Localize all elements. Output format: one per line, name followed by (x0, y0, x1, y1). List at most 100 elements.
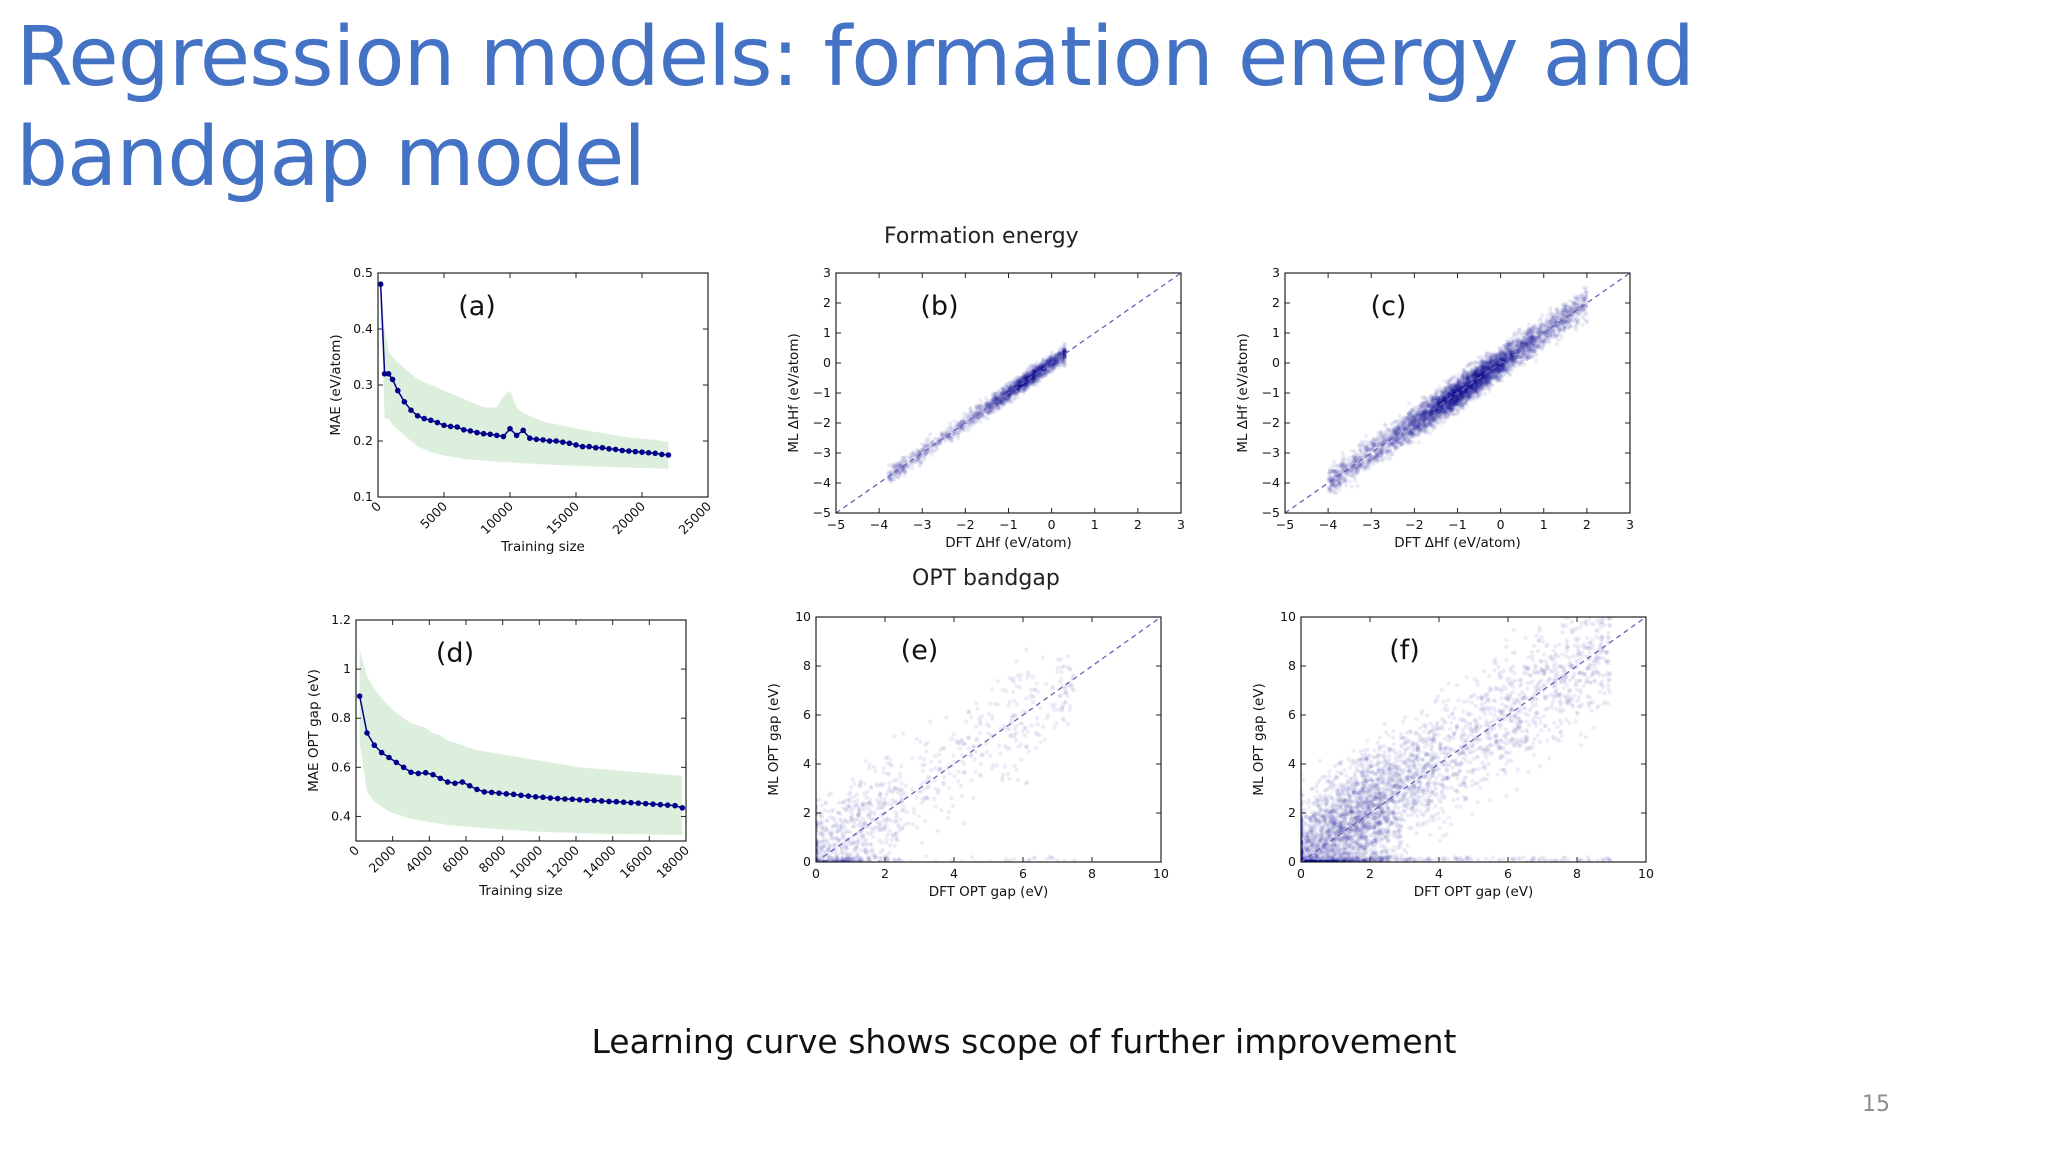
scatter-point (1417, 416, 1423, 422)
scatter-point (1479, 357, 1484, 363)
scatter-point (1375, 436, 1380, 441)
scatter-point (1024, 381, 1030, 386)
scatter-point (1432, 413, 1437, 419)
scatter-point (1033, 367, 1039, 373)
scatter-point (1485, 379, 1490, 384)
scatter-point (1346, 467, 1351, 472)
scatter-point (1440, 399, 1445, 405)
scatter-point (1504, 348, 1510, 353)
scatter-point (986, 401, 991, 406)
scatter-point (1021, 380, 1026, 386)
scatter-point (1528, 353, 1533, 359)
scatter-point (965, 415, 971, 420)
scatter-point (1529, 327, 1534, 332)
scatter-point (1491, 369, 1497, 374)
scatter-point (1531, 335, 1536, 340)
scatter-point (1462, 400, 1467, 405)
scatter-point (1048, 361, 1053, 367)
scatter-point (1465, 379, 1470, 384)
scatter-point (1467, 378, 1472, 383)
scatter-point (1437, 397, 1443, 403)
scatter-point (1455, 395, 1461, 401)
scatter-point (1531, 326, 1536, 332)
scatter-point (962, 420, 967, 425)
scatter-point (1510, 353, 1515, 359)
scatter-point (1428, 408, 1434, 413)
scatter-point (1414, 414, 1419, 419)
scatter-point (1025, 377, 1030, 383)
scatter-point (1459, 401, 1465, 406)
scatter-point (1485, 381, 1490, 387)
scatter-point (1482, 364, 1487, 370)
scatter-point (1386, 436, 1391, 441)
scatter-point (1018, 380, 1023, 386)
scatter-point (1412, 413, 1418, 418)
scatter-point (1581, 296, 1587, 302)
scatter-point (1478, 375, 1483, 381)
scatter-point (1510, 354, 1516, 359)
scatter-point (1059, 356, 1065, 361)
scatter-point (984, 403, 990, 409)
scatter-point (1421, 420, 1426, 425)
scatter-point (1478, 388, 1483, 393)
scatter-point (886, 476, 892, 481)
scatter-point (900, 466, 905, 471)
scatter-point (1391, 440, 1396, 445)
scatter-point (1502, 367, 1507, 372)
scatter-point (974, 416, 980, 421)
scatter-point (1376, 450, 1382, 456)
scatter-point (1471, 395, 1476, 400)
scatter-point (1558, 322, 1563, 328)
scatter-point (1035, 360, 1040, 366)
scatter-point (1450, 388, 1455, 394)
scatter-point (1472, 379, 1477, 385)
scatter-point (1438, 409, 1444, 414)
scatter-point (1020, 382, 1025, 388)
scatter-point (1436, 400, 1441, 406)
scatter-point (1477, 373, 1483, 378)
scatter-point (1019, 382, 1024, 388)
scatter-point (1408, 430, 1414, 436)
scatter-point (1344, 462, 1349, 468)
scatter-point (1027, 380, 1032, 385)
scatter-point (1460, 394, 1465, 400)
scatter-point (1356, 466, 1361, 471)
scatter-point (1514, 355, 1519, 360)
scatter-point (1447, 404, 1453, 410)
scatter-point (1017, 378, 1022, 384)
scatter-point (1049, 353, 1055, 358)
scatter-point (1453, 391, 1459, 396)
scatter-point (1419, 421, 1424, 426)
scatter-point (1357, 457, 1362, 462)
scatter-point (1553, 312, 1559, 318)
scatter-point (1472, 386, 1477, 391)
scatter-point (1033, 369, 1038, 374)
scatter-point (1457, 398, 1463, 403)
scatter-point (1039, 366, 1044, 372)
scatter-point (1425, 411, 1430, 416)
scatter-point (1563, 305, 1568, 310)
scatter-point (1457, 378, 1462, 383)
scatter-point (998, 392, 1004, 398)
scatter-point (1475, 376, 1481, 381)
scatter-point (1438, 398, 1443, 404)
scatter-point (1507, 344, 1513, 349)
scatter-point (1000, 402, 1006, 407)
scatter-point (952, 430, 958, 435)
scatter-point (1464, 370, 1469, 376)
scatter-point (1472, 383, 1478, 388)
scatter-point (1461, 394, 1467, 399)
scatter-point (969, 419, 974, 424)
scatter-point (1031, 368, 1037, 373)
scatter-point (1493, 359, 1499, 364)
scatter-point (970, 416, 975, 422)
scatter-point (1450, 404, 1455, 409)
scatter-point (1053, 357, 1059, 362)
scatter-point (1433, 398, 1439, 404)
scatter-point (1415, 411, 1420, 417)
scatter-point (956, 430, 961, 436)
scatter-point (1448, 384, 1453, 389)
scatter-point (986, 410, 991, 416)
scatter-point (1540, 331, 1546, 336)
scatter-point (1329, 474, 1334, 479)
